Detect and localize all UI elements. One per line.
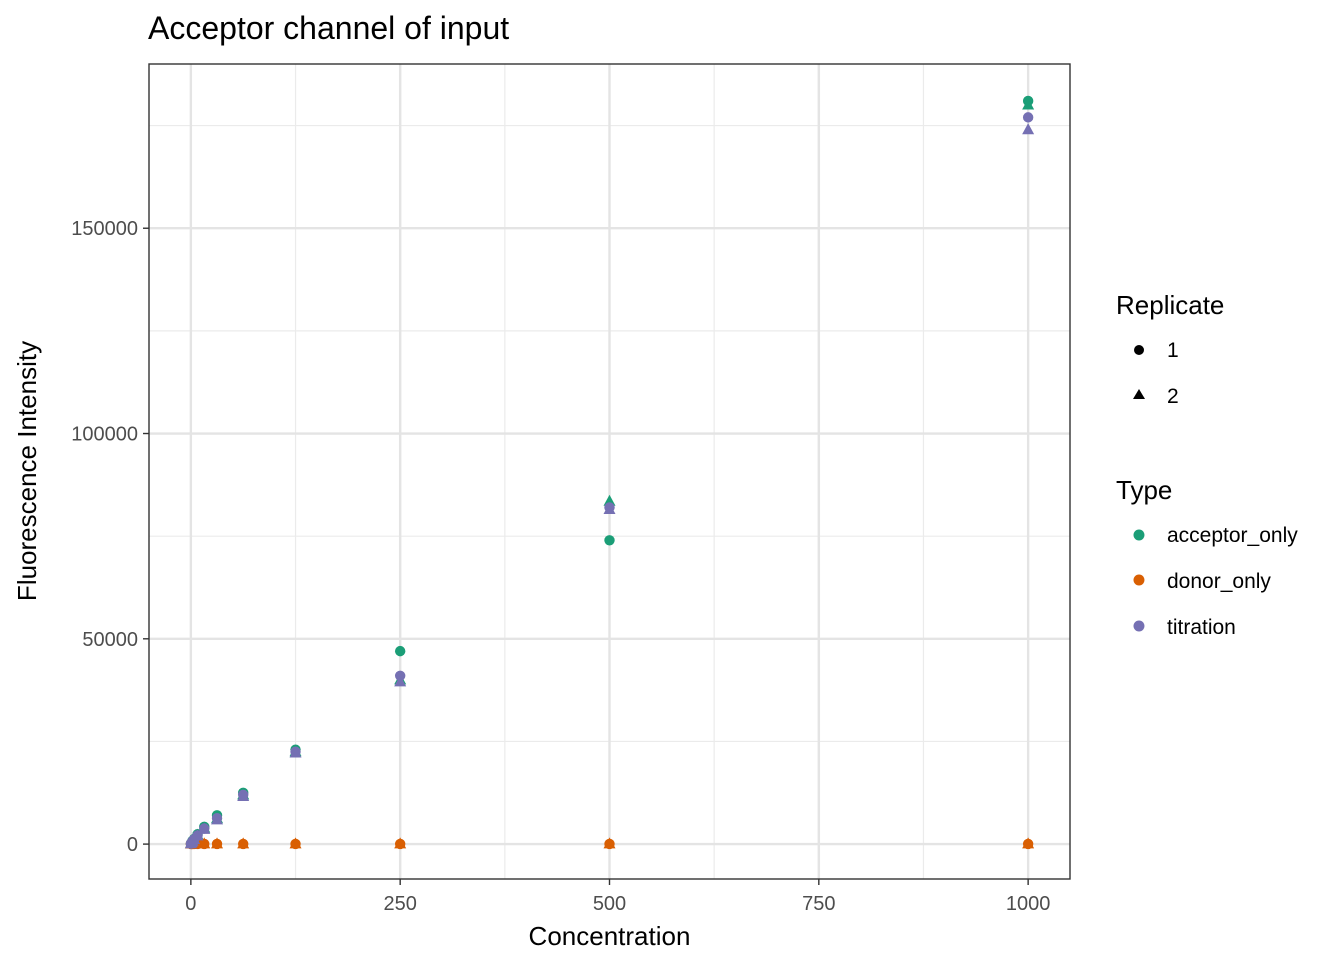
x-tick-label: 750 <box>802 893 835 915</box>
legend-replicate-label-1: 1 <box>1167 339 1179 362</box>
point-titration-rep2 <box>237 789 250 801</box>
legend-replicate: Replicate 1 2 <box>1116 290 1224 408</box>
plot-panel <box>148 63 1071 880</box>
data-points <box>184 95 1035 850</box>
point-donor-only-rep2 <box>289 837 302 849</box>
point-donor-only-rep2 <box>211 837 224 849</box>
y-axis-title: Fluorescence Intensity <box>12 341 42 601</box>
legend-type-title: Type <box>1116 475 1172 505</box>
point-donor-only-rep2 <box>1022 837 1035 849</box>
point-titration-rep1 <box>1022 112 1034 123</box>
legend-key-acceptor-only <box>1133 529 1145 541</box>
y-tick-label: 50000 <box>82 629 138 651</box>
x-axis: 0 250 500 750 1000 <box>185 879 1050 915</box>
legend-replicate-title: Replicate <box>1116 290 1224 320</box>
point-titration-rep2 <box>394 675 407 687</box>
x-tick-label: 500 <box>593 893 626 915</box>
point-donor-only-rep2 <box>603 837 616 849</box>
y-tick-label: 100000 <box>71 424 138 446</box>
legend-key-donor-only <box>1133 574 1145 586</box>
point-titration-rep2 <box>198 822 211 834</box>
x-tick-label: 250 <box>383 893 416 915</box>
legend-label-acceptor-only: acceptor_only <box>1167 524 1298 547</box>
point-titration-rep2 <box>603 502 616 514</box>
point-acceptor-only-rep1 <box>394 645 406 657</box>
legend-label-titration: titration <box>1167 616 1236 639</box>
point-donor-only-rep2 <box>237 837 250 849</box>
point-acceptor-only-rep1 <box>604 535 615 546</box>
point-donor-only-rep2 <box>394 837 407 849</box>
chart-title: Acceptor channel of input <box>148 10 509 46</box>
point-acceptor-only-rep2 <box>1022 98 1035 110</box>
point-titration-rep2 <box>289 746 302 758</box>
legend-key-titration <box>1133 620 1145 632</box>
point-titration-rep2 <box>191 829 204 841</box>
legend-type: Type acceptor_only donor_only titration <box>1116 475 1298 639</box>
legend-label-donor-only: donor_only <box>1167 570 1271 593</box>
x-axis-title: Concentration <box>529 921 691 951</box>
point-acceptor-only-rep2 <box>603 494 616 506</box>
point-titration-rep2 <box>211 813 224 825</box>
y-tick-label: 0 <box>127 834 138 856</box>
point-donor-only-rep2 <box>198 837 211 849</box>
point-titration-rep2 <box>1022 123 1035 135</box>
y-tick-label: 150000 <box>71 218 138 240</box>
legend-replicate-label-2: 2 <box>1167 385 1179 408</box>
legend-triangle-key <box>1133 389 1145 399</box>
legend-circle-key <box>1134 345 1144 355</box>
x-tick-label: 0 <box>185 893 196 915</box>
x-tick-label: 1000 <box>1006 893 1051 915</box>
y-axis: 0 50000 100000 150000 <box>71 218 149 856</box>
